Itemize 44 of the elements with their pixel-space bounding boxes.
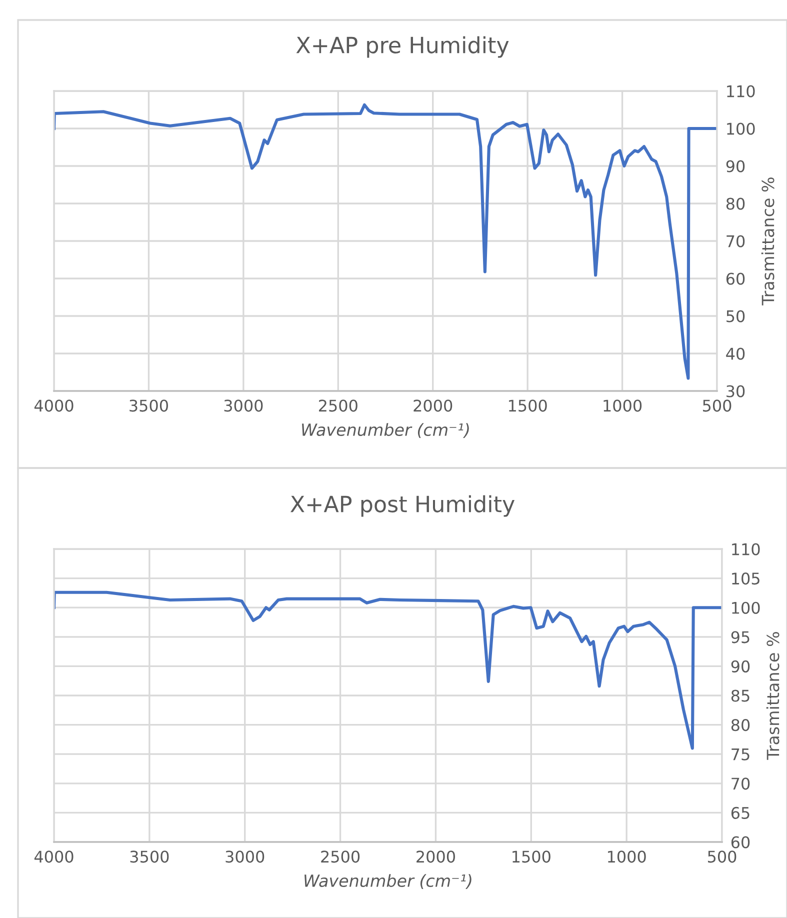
x-tick-label: 3500: [130, 850, 169, 863]
y-tick-label: 40: [726, 348, 745, 360]
y-tick-label: 80: [726, 198, 745, 210]
x-tick-label: 2500: [318, 400, 358, 412]
y-tick-label: 85: [731, 690, 750, 702]
x-tick-label: 1000: [604, 400, 642, 412]
x-axis-title: Wavenumber (cm⁻¹): [304, 874, 472, 889]
y-tick-label: 60: [726, 272, 745, 285]
y-tick-label: 70: [726, 235, 745, 248]
y-tick-label: 100: [732, 602, 760, 614]
x-tick-label: 500: [702, 400, 732, 412]
line-series: [54, 590, 722, 750]
x-tick-label: 2000: [414, 400, 452, 412]
y-tick-label: 95: [731, 631, 750, 644]
y-tick-label: 80: [731, 719, 750, 732]
y-tick-label: 50: [726, 310, 745, 322]
y-axis-title: Trasmittance %: [766, 632, 780, 760]
x-tick-label: 4000: [34, 400, 74, 412]
y-tick-label: 90: [726, 160, 745, 172]
y-tick-label: 110: [732, 543, 760, 556]
x-tick-label: 3000: [226, 850, 264, 863]
x-axis-title: Wavenumber (cm⁻¹): [302, 423, 469, 438]
y-tick-label: 70: [732, 778, 750, 790]
chart-title: X+AP post Humidity: [290, 495, 515, 517]
x-tick-label: 2000: [416, 850, 455, 863]
x-tick-label: 4000: [34, 850, 74, 863]
y-tick-label: 60: [731, 836, 750, 848]
x-tick-label: 1000: [608, 850, 646, 863]
y-tick-label: 30: [726, 385, 745, 398]
y-tick-label: 90: [731, 660, 750, 672]
y-tick-label: 75: [732, 748, 750, 760]
chart-title: X+AP pre Humidity: [296, 36, 509, 58]
y-tick-label: 100: [727, 122, 755, 135]
y-tick-label: 110: [727, 85, 755, 98]
x-tick-label: 3000: [224, 400, 263, 412]
y-tick-label: 105: [732, 572, 760, 585]
x-tick-label: 3500: [130, 400, 168, 412]
x-tick-label: 1500: [509, 400, 547, 412]
line-series: [54, 103, 717, 380]
x-tick-label: 1500: [512, 850, 550, 863]
y-axis-title: Trasmittance %: [761, 178, 774, 306]
y-tick-label: 65: [731, 806, 750, 819]
x-tick-label: 500: [708, 850, 736, 863]
x-tick-label: 2500: [321, 850, 360, 863]
